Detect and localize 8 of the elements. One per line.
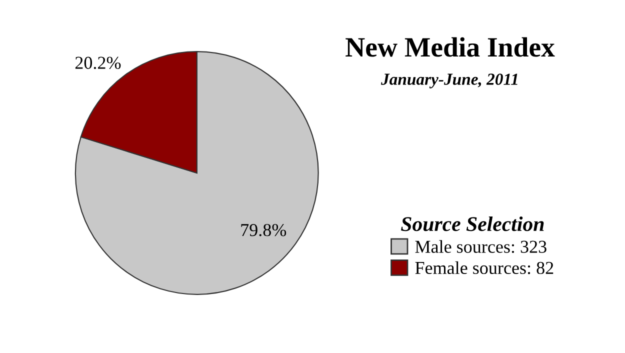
- legend-title: Source Selection: [401, 216, 544, 232]
- legend-label: Female sources: 82: [415, 261, 554, 274]
- text: January-June, 2011: [380, 74, 518, 88]
- pie-slice: [74, 50, 319, 295]
- chart-title: New Media Index: [346, 37, 555, 57]
- data-label: 20.2%: [75, 56, 121, 70]
- data-label: 79.8%: [241, 224, 286, 236]
- legend-label: Male sources: 323: [415, 240, 546, 253]
